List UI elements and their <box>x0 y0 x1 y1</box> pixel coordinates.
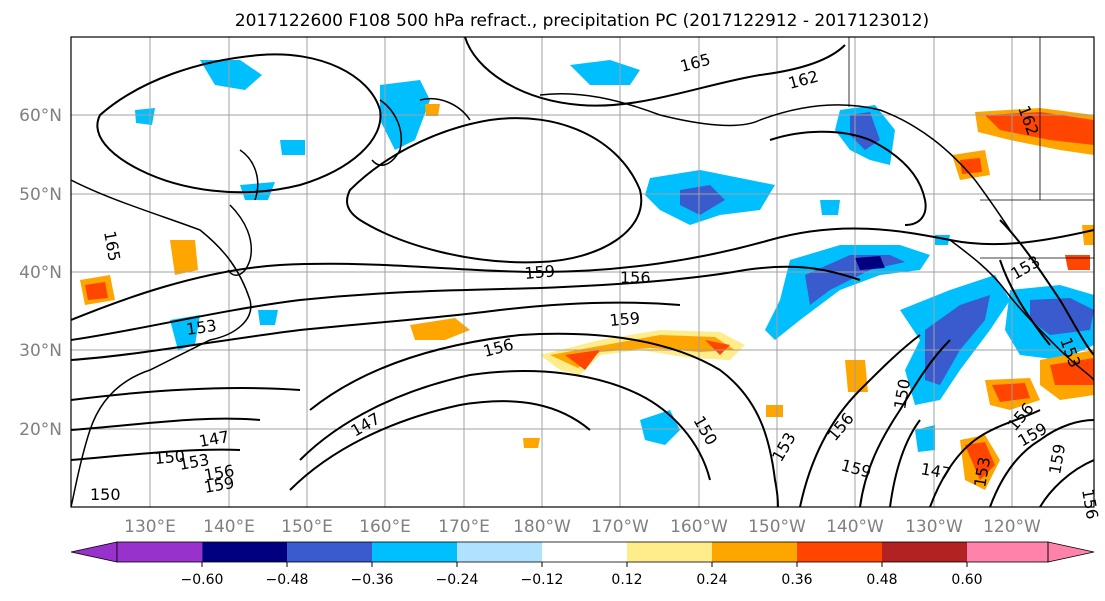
lat-label: 40°N <box>19 263 62 283</box>
contour-label: 159 <box>524 261 556 283</box>
precip-area <box>570 60 640 85</box>
lon-label: 140°W <box>826 517 884 537</box>
colorbar-segment <box>117 542 203 562</box>
colorbar: −0.60 −0.48 −0.36 −0.24 −0.12 0.12 0.24 … <box>70 541 1095 588</box>
precip-area <box>766 405 783 417</box>
lat-label: 30°N <box>19 341 62 361</box>
contour-label: 153 <box>185 316 218 339</box>
colorbar-segment <box>202 542 287 562</box>
contour-label: 150 <box>90 485 121 504</box>
precip-area <box>680 185 725 215</box>
contour-label: 156 <box>620 268 651 287</box>
precip-area <box>550 335 735 368</box>
precip-area <box>640 410 680 445</box>
colorbar-tick-label: −0.12 <box>521 572 564 588</box>
precip-area <box>280 140 305 155</box>
contour-label: 150 <box>154 446 186 468</box>
precip-area <box>170 240 198 275</box>
precip-area <box>915 425 935 452</box>
colorbar-tick-label: −0.60 <box>181 572 224 588</box>
colorbar-frame <box>116 541 1049 563</box>
lon-label: 180°W <box>513 517 571 537</box>
precip-area <box>845 360 868 392</box>
longitude-labels: 130°E 140°E 150°E 160°E 170°E 180°W 170°… <box>124 517 1041 537</box>
colorbar-extend-max <box>1047 541 1095 563</box>
colorbar-tick-label: 0.36 <box>781 572 812 588</box>
lon-label: 170°W <box>591 517 649 537</box>
precip-area <box>992 383 1030 402</box>
precip-area <box>855 256 885 270</box>
map-frame <box>70 36 1095 508</box>
precip-area <box>425 104 440 116</box>
precip-area <box>565 350 600 370</box>
lat-label: 50°N <box>19 185 62 205</box>
precip-area <box>258 310 278 325</box>
lon-label: 170°E <box>438 517 490 537</box>
lat-label: 20°N <box>19 420 62 440</box>
colorbar-extend-min <box>70 541 118 563</box>
colorbar-tick-label: 0.48 <box>866 572 897 588</box>
colorbar-segment <box>712 542 797 562</box>
map-panel: 165 162 165 159 156 159 153 156 150 147 … <box>70 36 1102 521</box>
colorbar-tick-label: −0.36 <box>351 572 394 588</box>
lon-label: 150°W <box>748 517 806 537</box>
precip-area <box>965 442 995 480</box>
colorbar-tick-label: −0.24 <box>436 572 479 588</box>
precip-area <box>1030 298 1094 335</box>
precip-area <box>523 438 540 448</box>
map-title: 2017122600 F108 500 hPa refract., precip… <box>235 11 929 31</box>
precip-area <box>170 315 200 350</box>
height-contours <box>71 37 1094 507</box>
colorbar-segment <box>797 542 882 562</box>
precip-area <box>135 108 155 125</box>
precip-area <box>85 282 108 300</box>
precip-area <box>925 295 990 385</box>
colorbar-segment <box>542 542 627 562</box>
lon-label: 130°E <box>124 517 176 537</box>
lat-label: 60°N <box>19 106 62 126</box>
contour-label: 156 <box>1078 487 1102 520</box>
colorbar-ticks <box>201 562 968 567</box>
lon-label: 160°W <box>670 517 728 537</box>
colorbar-segment <box>457 542 542 562</box>
colorbar-tick-label: 0.24 <box>696 572 727 588</box>
lon-label: 130°W <box>905 517 963 537</box>
colorbar-segment <box>882 542 967 562</box>
precip-area <box>765 245 930 340</box>
precip-area <box>410 318 470 340</box>
lon-label: 120°W <box>983 517 1041 537</box>
colorbar-segment <box>967 542 1048 562</box>
borders <box>848 37 1094 259</box>
lon-label: 140°E <box>203 517 255 537</box>
coastlines <box>71 92 1094 507</box>
precip-area <box>1082 225 1094 245</box>
precip-area <box>1065 255 1090 270</box>
colorbar-segment <box>287 542 372 562</box>
colorbar-tick-label: −0.48 <box>266 572 309 588</box>
precip-area <box>820 200 840 215</box>
contour-label: 159 <box>609 308 641 330</box>
colorbar-tick-label: 0.12 <box>611 572 642 588</box>
lon-label: 150°E <box>281 517 333 537</box>
latitude-labels: 60°N 50°N 40°N 30°N 20°N <box>19 106 62 440</box>
colorbar-tick-label: 0.60 <box>951 572 982 588</box>
precip-area <box>1050 358 1094 385</box>
colorbar-segment <box>372 542 457 562</box>
lon-label: 160°E <box>359 517 411 537</box>
colorbar-segment <box>627 542 712 562</box>
precip-area <box>705 340 730 355</box>
precip-area <box>200 60 262 90</box>
